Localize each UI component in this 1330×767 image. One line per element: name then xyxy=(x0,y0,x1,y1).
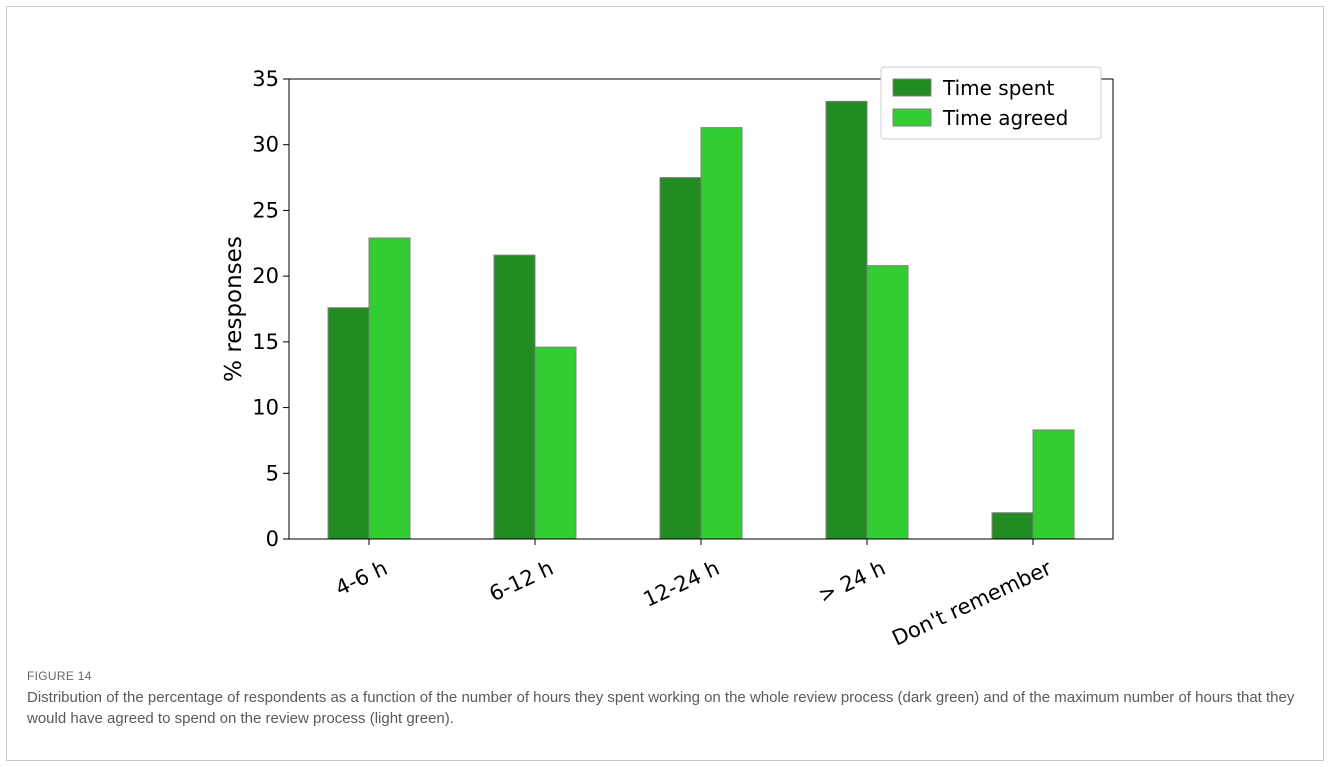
bar-time-spent xyxy=(825,100,868,540)
x-tick-label: > 24 h xyxy=(815,556,889,608)
figure-frame: 0 5 10 15 20 25 30 35 4-6 h 6-12 h 12-24 h > 24 h Do… xyxy=(6,6,1324,761)
bar-time-agreed xyxy=(1032,429,1075,540)
y-tick-label: 20 xyxy=(252,264,279,288)
bar-time-spent xyxy=(327,307,370,540)
y-tick-label: 10 xyxy=(252,396,279,420)
legend-box xyxy=(880,66,1102,140)
bar-time-agreed xyxy=(534,346,577,540)
bar-time-agreed xyxy=(866,265,909,540)
legend-label: Time agreed xyxy=(942,106,1068,130)
x-tick-label: 6-12 h xyxy=(486,556,557,606)
legend-swatch-time-agreed xyxy=(892,108,932,127)
figure-caption: Distribution of the percentage of respon… xyxy=(27,689,1295,727)
legend-swatch-time-spent xyxy=(892,78,932,97)
x-tick-label: 12-24 h xyxy=(640,556,724,612)
bar-chart: 0 5 10 15 20 25 30 35 4-6 h 6-12 h 12-24 h > 24 h Do… xyxy=(221,66,1114,651)
x-tick-label: 4-6 h xyxy=(332,556,391,601)
figure-label: FIGURE 14 xyxy=(27,669,92,683)
y-tick-label: 15 xyxy=(252,330,279,354)
y-tick-label: 25 xyxy=(252,198,279,222)
y-tick-label: 5 xyxy=(266,461,279,485)
y-axis-label: % responses xyxy=(221,236,247,382)
bar-time-spent xyxy=(659,177,702,540)
y-tick-label: 35 xyxy=(252,67,279,91)
bar-time-spent xyxy=(493,254,536,540)
bar-time-agreed xyxy=(700,127,743,540)
y-tick-label: 0 xyxy=(266,527,279,551)
legend-label: Time spent xyxy=(942,76,1054,100)
bar-time-agreed xyxy=(368,237,411,540)
bar-time-spent xyxy=(991,512,1034,540)
x-tick-label: Don't remember xyxy=(888,556,1055,651)
y-tick-label: 30 xyxy=(252,133,279,157)
